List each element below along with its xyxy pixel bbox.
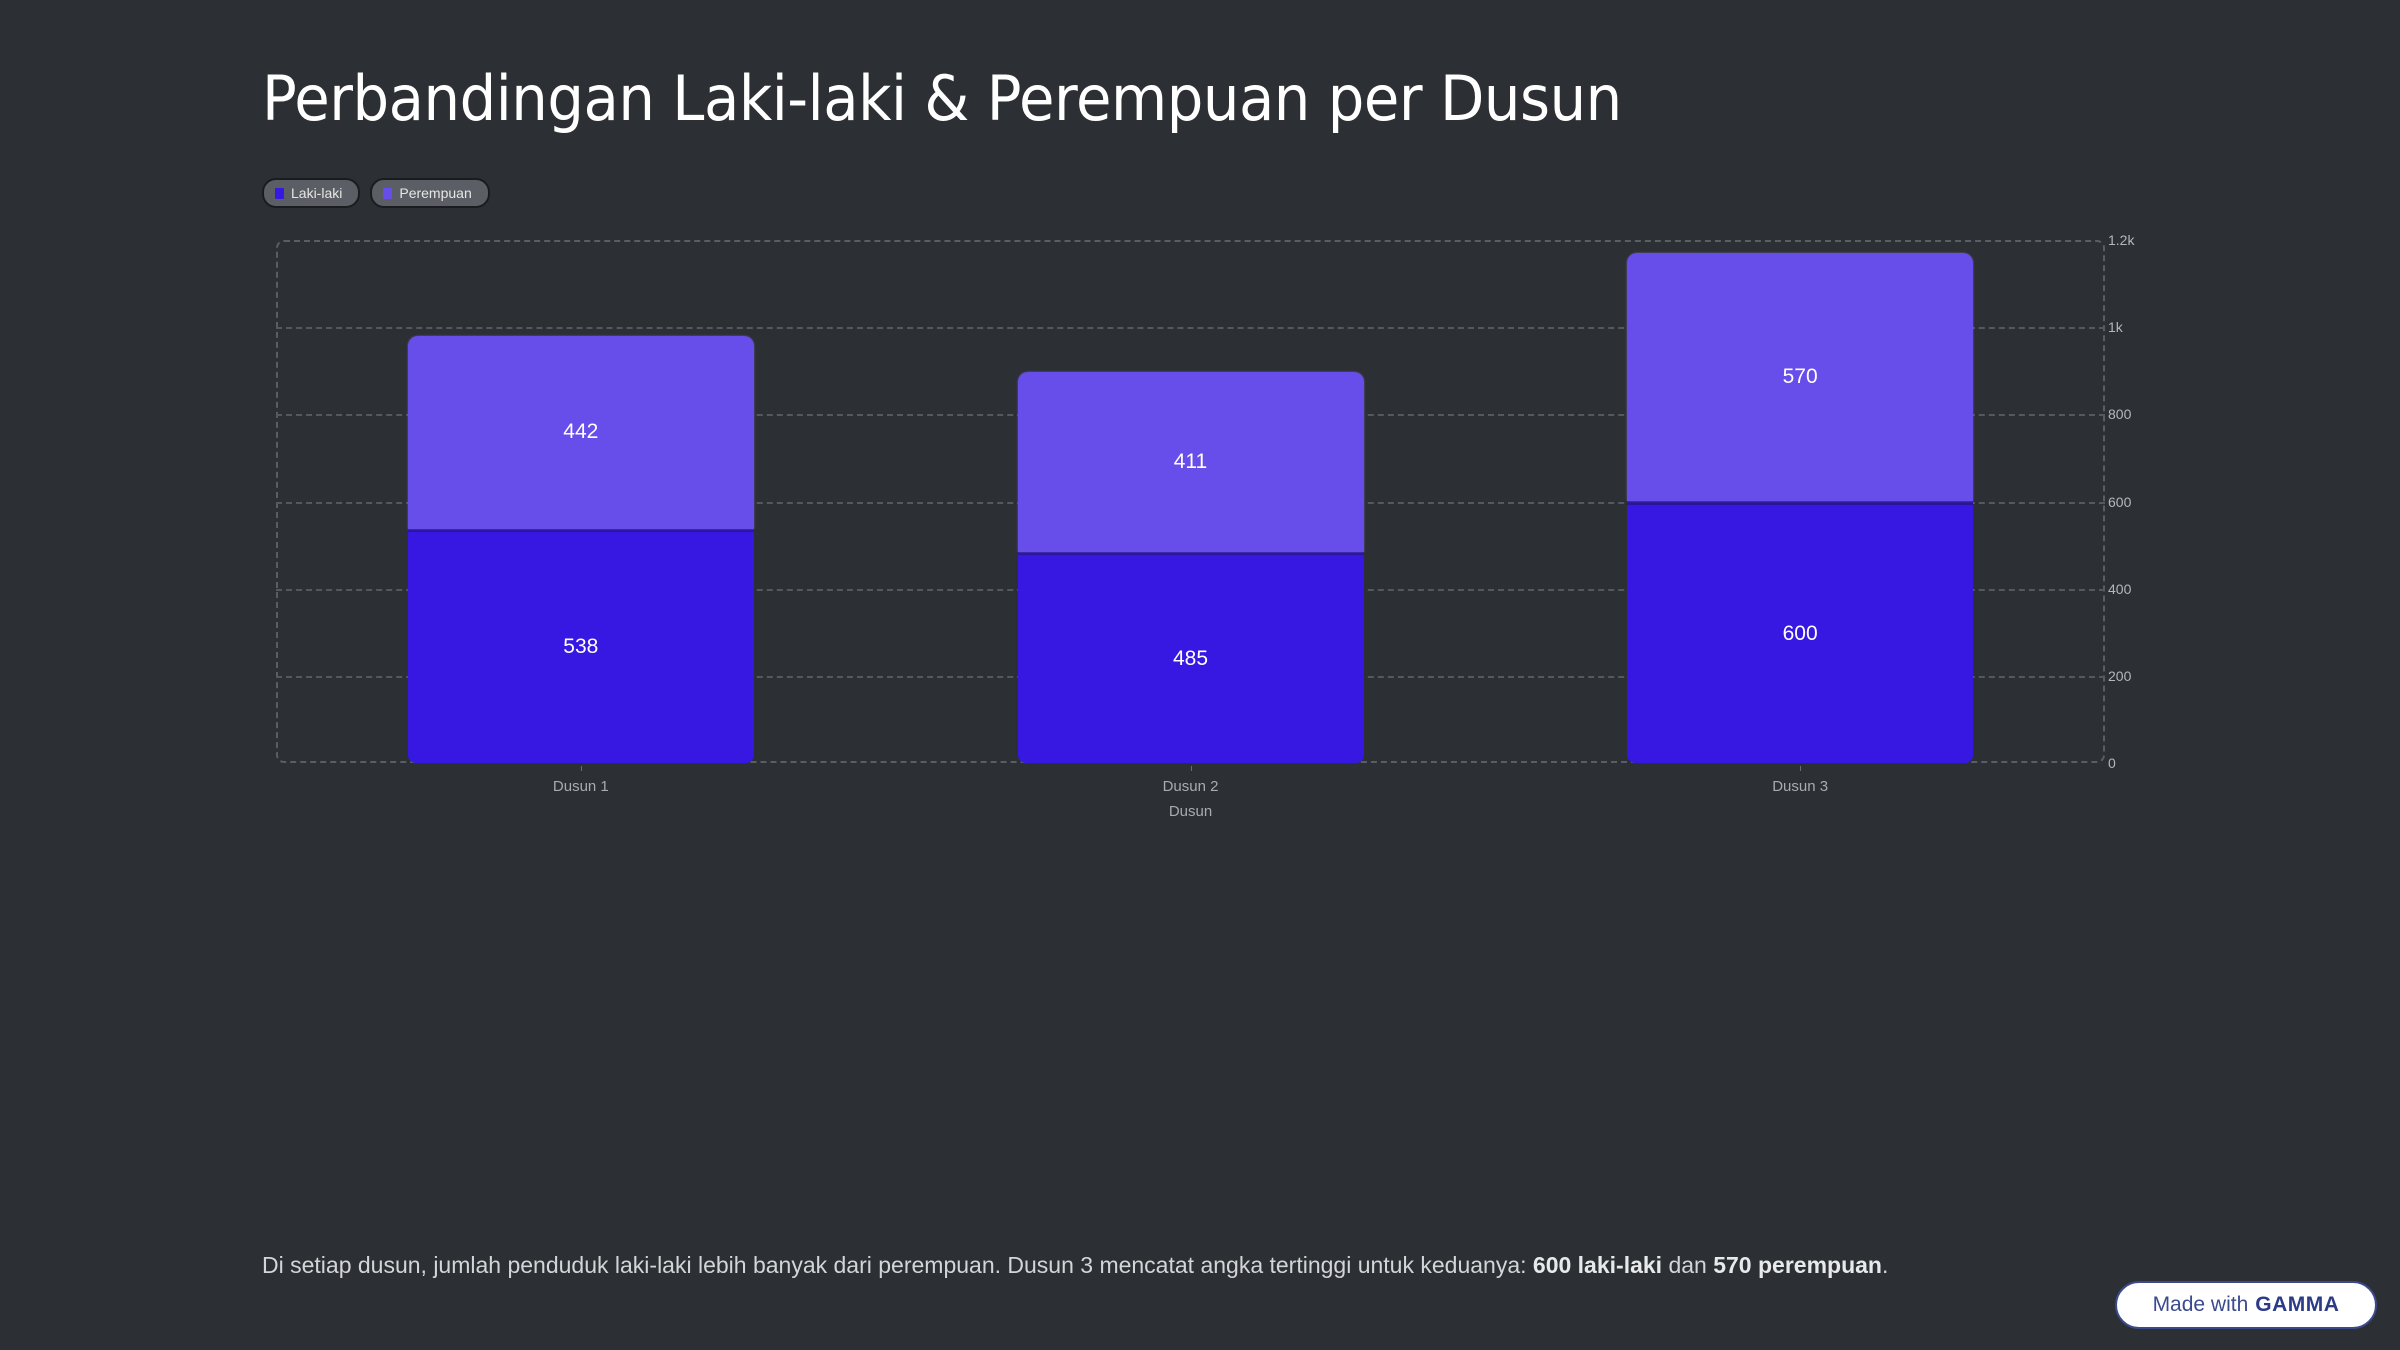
summary-text: Di setiap dusun, jumlah penduduk laki-la… (262, 1252, 1533, 1278)
legend-item-laki-laki[interactable]: Laki-laki (262, 178, 361, 208)
legend-label: Perempuan (399, 185, 472, 201)
bar-value-label: 600 (1782, 621, 1818, 645)
legend-item-perempuan[interactable]: Perempuan (370, 178, 490, 208)
bar-segment-laki-laki[interactable]: 538 (407, 528, 754, 763)
y-axis-tick-label: 1k (2108, 319, 2123, 336)
x-axis-tick-label: Dusun 3 (1772, 778, 1829, 795)
bar-segment-laki-laki[interactable]: 485 (1017, 551, 1364, 763)
stacked-bar-chart: 0 200 400 600 800 1k 1.2k 538 442 Dusun 1 485 411 Du… (276, 232, 2135, 820)
summary-highlight-male: 600 laki-laki (1532, 1252, 1663, 1278)
x-axis-tick-mark (1190, 766, 1192, 771)
legend-swatch-icon (275, 187, 284, 199)
gridline (276, 327, 2105, 330)
chart-legend: Laki-laki Perempuan (262, 178, 490, 208)
made-with-gamma-badge[interactable]: Made with GAMMA (2115, 1281, 2377, 1329)
x-axis-tick-mark (580, 766, 582, 771)
summary-text: . (1881, 1252, 1889, 1278)
x-axis-tick-label: Dusun 1 (552, 778, 609, 795)
bar-value-label: 442 (563, 420, 599, 444)
y-axis-tick-label: 0 (2108, 755, 2116, 771)
badge-prefix: Made with (2152, 1293, 2249, 1316)
bar-segment-perempuan[interactable]: 442 (407, 335, 754, 529)
y-axis-tick-label: 600 (2108, 493, 2132, 510)
summary-text: dan (1662, 1252, 1714, 1278)
legend-label: Laki-laki (291, 185, 343, 201)
y-axis-tick-label: 800 (2108, 406, 2132, 423)
gamma-logo: GAMMA (2255, 1293, 2340, 1316)
bar-segment-perempuan[interactable]: 411 (1017, 372, 1364, 552)
chart-summary-text: Di setiap dusun, jumlah penduduk laki-la… (262, 1252, 1888, 1279)
y-axis-tick-label: 400 (2108, 580, 2132, 597)
x-axis-title: Dusun (1168, 803, 1213, 820)
y-axis-tick-label: 200 (2108, 667, 2132, 684)
bar-value-label: 411 (1173, 450, 1208, 474)
bar-segment-perempuan[interactable]: 570 (1627, 253, 1974, 502)
bar-segment-laki-laki[interactable]: 600 (1627, 501, 1974, 763)
summary-highlight-female: 570 perempuan (1713, 1252, 1882, 1278)
x-axis-tick-mark (1800, 766, 1802, 771)
y-axis-tick-label: 1.2k (2108, 232, 2135, 248)
bar-value-label: 485 (1172, 646, 1209, 670)
bar-value-label: 538 (563, 635, 599, 659)
bar-value-label: 570 (1782, 365, 1818, 389)
page-title: Perbandingan Laki-laki & Perempuan per D… (262, 62, 1622, 135)
x-axis-tick-label: Dusun 2 (1162, 778, 1219, 795)
legend-swatch-icon (383, 187, 393, 199)
